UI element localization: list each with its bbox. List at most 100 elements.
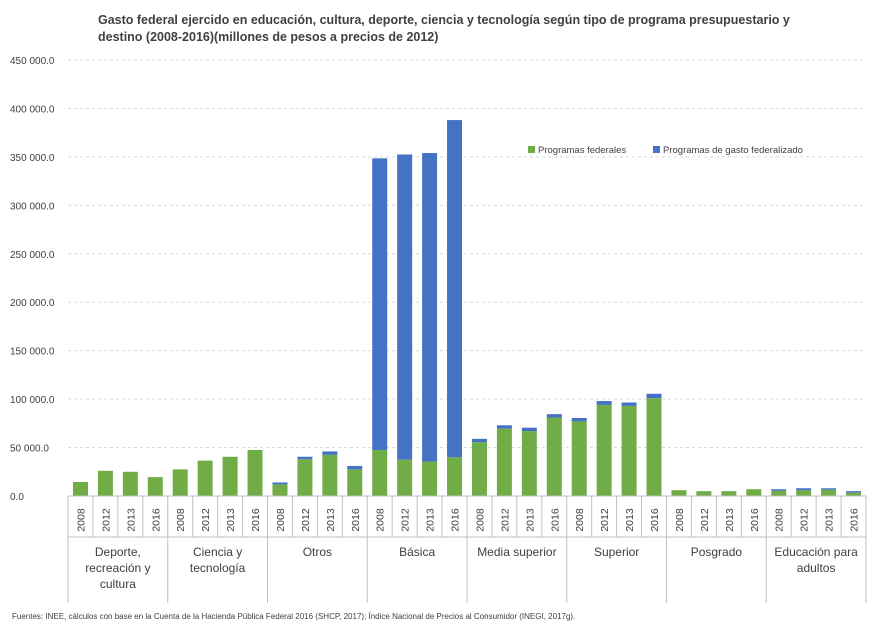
bar-programas-federales bbox=[422, 461, 438, 496]
bar-programas-federales bbox=[521, 431, 537, 496]
x-year-label: 2016 bbox=[549, 508, 561, 532]
x-category-label: recreación y bbox=[85, 561, 150, 575]
y-tick-label: 350 000.0 bbox=[10, 153, 55, 164]
bar-programas-federales bbox=[272, 484, 288, 496]
bar-programas-gasto-federalizado bbox=[596, 401, 612, 405]
y-tick-label: 400 000.0 bbox=[10, 104, 55, 115]
bar-programas-federales bbox=[372, 449, 388, 496]
x-category-label: tecnología bbox=[190, 561, 246, 575]
bar-programas-federales bbox=[671, 490, 687, 496]
x-year-label: 2008 bbox=[375, 508, 387, 532]
x-year-label: 2016 bbox=[849, 508, 861, 532]
bar-programas-federales bbox=[721, 491, 737, 496]
x-year-label: 2013 bbox=[225, 508, 237, 532]
legend-swatch-programas-federales bbox=[528, 146, 535, 153]
x-year-label: 2008 bbox=[474, 508, 486, 532]
bar-programas-federales bbox=[397, 459, 413, 496]
x-year-label: 2008 bbox=[774, 508, 786, 532]
x-year-label: 2012 bbox=[699, 508, 711, 532]
x-year-label: 2012 bbox=[300, 508, 312, 532]
bar-programas-federales bbox=[796, 490, 812, 496]
x-category-label: Otros bbox=[303, 545, 332, 559]
bar-programas-gasto-federalizado bbox=[372, 158, 388, 450]
x-year-label: 2016 bbox=[350, 508, 362, 532]
y-tick-label: 300 000.0 bbox=[10, 201, 55, 212]
bar-programas-gasto-federalizado bbox=[447, 120, 463, 458]
x-year-label: 2013 bbox=[125, 508, 137, 532]
x-category-label: Ciencia y bbox=[193, 545, 242, 559]
bar-programas-gasto-federalizado bbox=[322, 451, 338, 455]
x-year-label: 2012 bbox=[400, 508, 412, 532]
bar-programas-federales bbox=[496, 428, 512, 496]
bar-programas-gasto-federalizado bbox=[347, 465, 363, 470]
bar-programas-gasto-federalizado bbox=[521, 427, 537, 432]
chart-title: Gasto federal ejercido en educación, cul… bbox=[98, 12, 818, 46]
bar-programas-federales bbox=[122, 471, 138, 496]
x-category-label: cultura bbox=[100, 577, 136, 591]
bar-programas-gasto-federalizado bbox=[496, 425, 512, 429]
bar-programas-gasto-federalizado bbox=[422, 153, 438, 462]
y-tick-label: 200 000.0 bbox=[10, 298, 55, 309]
chart-title-line-1: Gasto federal ejercido en educación, cul… bbox=[98, 13, 790, 27]
y-tick-label: 150 000.0 bbox=[10, 347, 55, 358]
y-tick-label: 450 000.0 bbox=[10, 56, 55, 67]
x-year-label: 2016 bbox=[649, 508, 661, 532]
bar-programas-federales bbox=[646, 398, 662, 496]
y-tick-label: 0.0 bbox=[10, 492, 24, 503]
bar-programas-federales bbox=[147, 477, 163, 496]
bar-programas-gasto-federalizado bbox=[646, 393, 662, 399]
x-year-label: 2008 bbox=[674, 508, 686, 532]
bar-programas-gasto-federalizado bbox=[272, 482, 288, 485]
bar-programas-gasto-federalizado bbox=[771, 489, 787, 491]
chart-title-line-2: destino (2008-2016)(millones de pesos a … bbox=[98, 30, 439, 44]
bar-programas-gasto-federalizado bbox=[796, 488, 812, 491]
x-year-label: 2013 bbox=[325, 508, 337, 532]
bar-programas-federales bbox=[696, 491, 712, 496]
bar-programas-federales bbox=[347, 469, 363, 496]
bar-programas-federales bbox=[97, 470, 113, 496]
y-tick-label: 50 000.0 bbox=[10, 444, 49, 455]
bar-programas-federales bbox=[222, 456, 238, 496]
bar-programas-gasto-federalizado bbox=[621, 402, 637, 406]
legend-swatch-programas-gasto-federalizado bbox=[653, 146, 660, 153]
bar-programas-federales bbox=[621, 405, 637, 496]
bar-programas-federales bbox=[546, 417, 562, 496]
x-year-label: 2016 bbox=[749, 508, 761, 532]
x-year-label: 2013 bbox=[724, 508, 736, 532]
x-category-label: Media superior bbox=[477, 545, 556, 559]
bar-programas-federales bbox=[771, 490, 787, 496]
x-year-label: 2013 bbox=[524, 508, 536, 532]
x-category-label: Posgrado bbox=[691, 545, 743, 559]
bar-programas-federales bbox=[197, 460, 213, 496]
bar-programas-gasto-federalizado bbox=[397, 154, 413, 460]
x-year-label: 2016 bbox=[450, 508, 462, 532]
bar-programas-federales bbox=[322, 454, 338, 496]
source-note: Fuentes: INEE, cálculos con base en la C… bbox=[12, 612, 576, 621]
bar-programas-gasto-federalizado bbox=[471, 438, 487, 443]
bar-programas-federales bbox=[821, 489, 837, 496]
x-year-label: 2008 bbox=[574, 508, 586, 532]
bar-programas-gasto-federalizado bbox=[846, 491, 862, 493]
bar-programas-federales bbox=[297, 459, 313, 496]
bar-programas-gasto-federalizado bbox=[297, 456, 313, 460]
x-category-label: Deporte, bbox=[95, 545, 141, 559]
x-year-label: 2008 bbox=[275, 508, 287, 532]
bar-programas-federales bbox=[596, 404, 612, 496]
x-category-label: Básica bbox=[399, 545, 435, 559]
x-year-label: 2013 bbox=[824, 508, 836, 532]
x-category-label: Educación para bbox=[774, 545, 858, 559]
bar-programas-federales bbox=[846, 492, 862, 496]
bar-programas-federales bbox=[72, 481, 88, 496]
x-year-label: 2012 bbox=[100, 508, 112, 532]
x-year-label: 2012 bbox=[599, 508, 611, 532]
x-category-label: Superior bbox=[594, 545, 639, 559]
x-year-label: 2012 bbox=[799, 508, 811, 532]
bar-programas-gasto-federalizado bbox=[546, 414, 562, 418]
x-category-label: adultos bbox=[797, 561, 836, 575]
x-year-label: 2008 bbox=[175, 508, 187, 532]
legend-label-programas-federales: Programas federales bbox=[538, 145, 626, 156]
bar-programas-federales bbox=[471, 442, 487, 496]
bar-programas-federales bbox=[247, 449, 263, 496]
bar-programas-gasto-federalizado bbox=[571, 418, 587, 422]
